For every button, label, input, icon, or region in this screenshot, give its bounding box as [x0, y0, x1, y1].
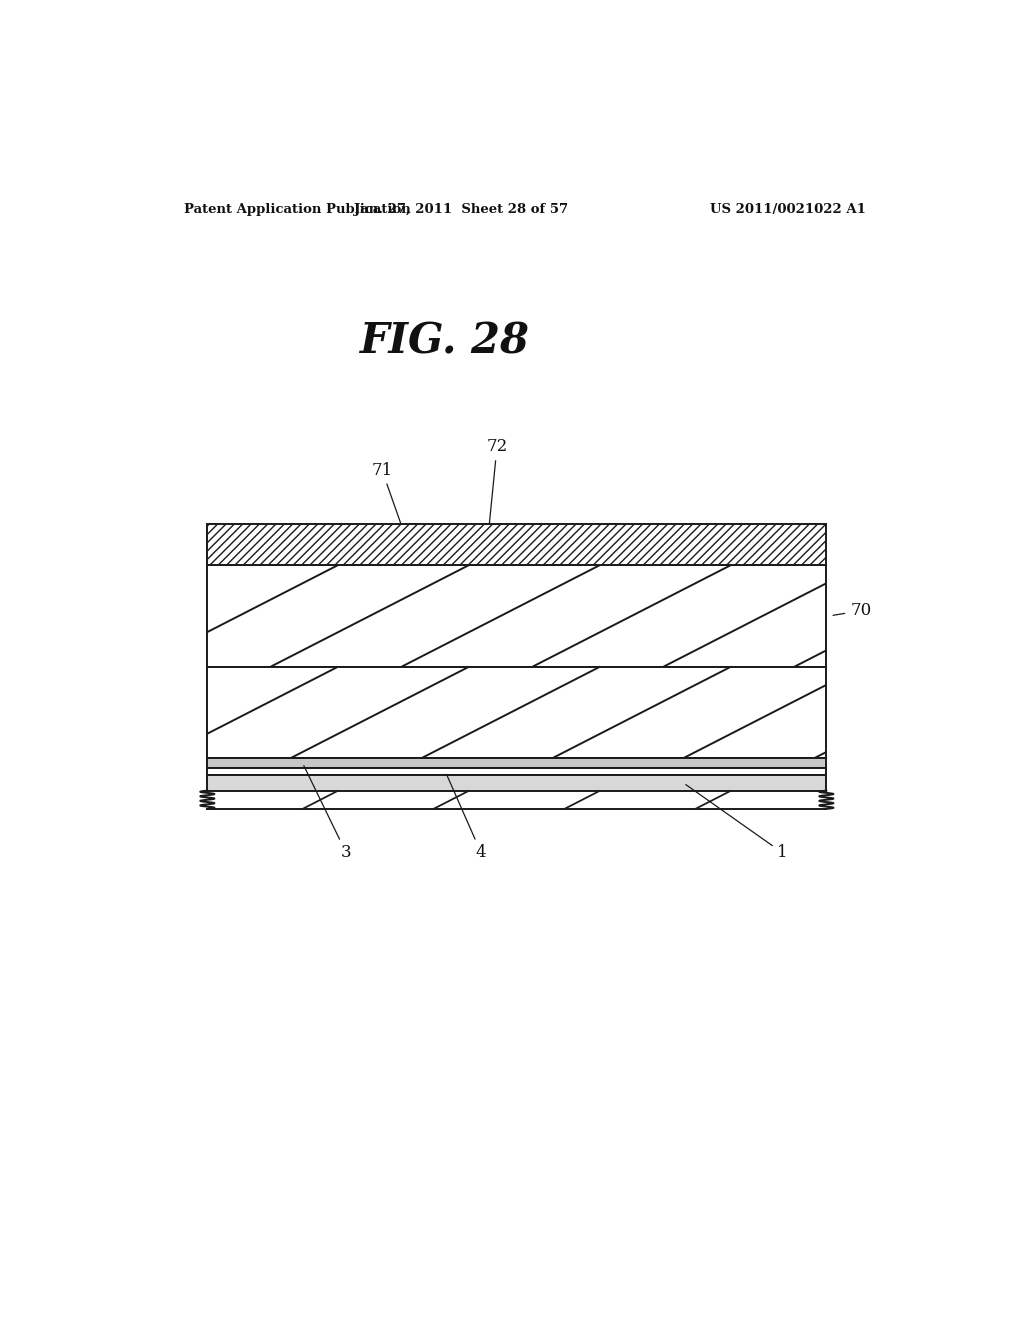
Text: Patent Application Publication: Patent Application Publication — [183, 203, 411, 215]
Text: 72: 72 — [486, 438, 508, 524]
Text: FIG. 28: FIG. 28 — [360, 321, 530, 363]
Bar — [207, 524, 826, 565]
Text: 71: 71 — [372, 462, 400, 524]
Text: 1: 1 — [686, 784, 788, 862]
Bar — [207, 565, 826, 667]
Bar — [207, 758, 826, 768]
Bar — [207, 775, 826, 791]
Text: Jan. 27, 2011  Sheet 28 of 57: Jan. 27, 2011 Sheet 28 of 57 — [354, 203, 568, 215]
Text: 4: 4 — [446, 775, 486, 862]
Text: 3: 3 — [304, 766, 351, 862]
Bar — [207, 667, 826, 758]
Text: US 2011/0021022 A1: US 2011/0021022 A1 — [711, 203, 866, 215]
Text: 70: 70 — [834, 602, 871, 619]
Bar — [207, 768, 826, 775]
